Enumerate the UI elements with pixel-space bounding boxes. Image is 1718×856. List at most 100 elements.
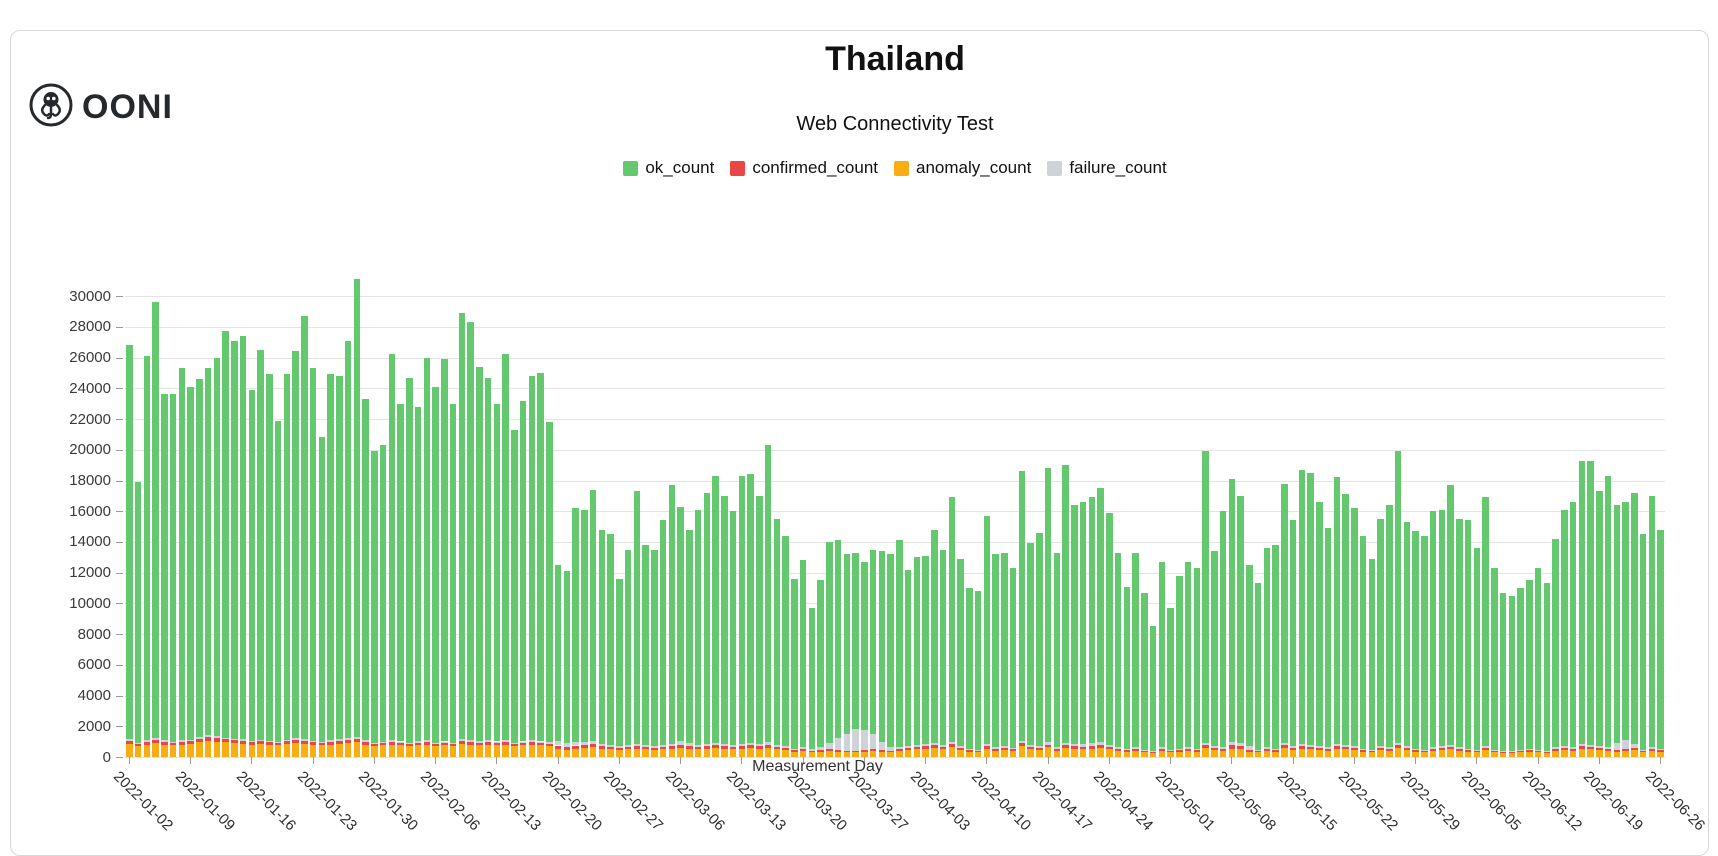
bar-failure_count	[528, 740, 536, 743]
bar-confirmed_count	[292, 740, 299, 744]
bar-failure_count	[1351, 746, 1358, 749]
y-axis-label: 2000	[77, 717, 111, 735]
bar-ok_count	[1316, 501, 1323, 747]
bar-anomaly_count	[642, 749, 649, 757]
bar-anomaly_count	[1587, 749, 1594, 757]
bar-anomaly_count	[126, 743, 133, 757]
y-axis-tick	[116, 480, 123, 482]
bar-anomaly_count	[764, 747, 772, 757]
bar-anomaly_count	[476, 745, 483, 757]
bar-failure_count	[152, 737, 159, 740]
bar-confirmed_count	[213, 738, 221, 742]
bar-failure_count	[1254, 749, 1262, 752]
bar-confirmed_count	[1569, 749, 1577, 751]
bar-anomaly_count	[1394, 747, 1402, 757]
bar-failure_count	[598, 743, 606, 747]
bar-anomaly_count	[1631, 750, 1638, 757]
bar-ok_count	[169, 394, 177, 742]
bar-failure_count	[204, 734, 212, 738]
bar-ok_count	[1421, 535, 1428, 750]
bar-ok_count	[1499, 592, 1507, 752]
bar-anomaly_count	[729, 749, 737, 757]
bar-anomaly_count	[379, 745, 387, 757]
y-axis-tick	[116, 541, 123, 543]
bar-ok_count	[1526, 580, 1533, 749]
x-axis-tick	[986, 757, 988, 764]
bar-ok_count	[633, 491, 641, 744]
bar-anomaly_count	[1543, 753, 1551, 757]
bar-failure_count	[1648, 747, 1656, 750]
bar-failure_count	[248, 741, 256, 743]
bar-anomaly_count	[1281, 747, 1288, 757]
x-axis-tick	[802, 757, 804, 764]
bar-failure_count	[1403, 746, 1411, 749]
bar-confirmed_count	[721, 746, 728, 749]
bar-confirmed_count	[904, 748, 912, 751]
bar-confirmed_count	[1228, 744, 1236, 749]
bar-ok_count	[1106, 512, 1113, 746]
bar-confirmed_count	[1587, 747, 1594, 750]
bar-ok_count	[1149, 626, 1157, 751]
bar-failure_count	[441, 741, 448, 744]
bar-failure_count	[721, 743, 728, 747]
bar-ok_count	[344, 340, 352, 738]
bar-failure_count	[449, 742, 457, 744]
bar-anomaly_count	[1517, 752, 1524, 757]
bar-confirmed_count	[1184, 749, 1192, 751]
bar-anomaly_count	[677, 747, 684, 757]
x-axis-tick	[925, 757, 927, 764]
bar-ok_count	[974, 591, 982, 750]
bar-confirmed_count	[1202, 745, 1209, 748]
bar-confirmed_count	[336, 740, 343, 744]
bar-confirmed_count	[414, 742, 422, 746]
bar-anomaly_count	[791, 751, 798, 757]
bar-anomaly_count	[1246, 751, 1253, 757]
bar-confirmed_count	[922, 746, 929, 749]
bar-confirmed_count	[283, 741, 291, 744]
bar-confirmed_count	[1482, 748, 1489, 751]
bar-anomaly_count	[826, 750, 833, 757]
bar-confirmed_count	[563, 746, 571, 751]
bar-failure_count	[651, 746, 658, 749]
bar-ok_count	[143, 356, 151, 741]
bar-anomaly_count	[1036, 750, 1043, 757]
bar-confirmed_count	[939, 747, 947, 750]
bar-failure_count	[1307, 745, 1314, 748]
bar-anomaly_count	[581, 747, 588, 757]
bar-failure_count	[511, 742, 518, 744]
bar-anomaly_count	[388, 744, 396, 757]
y-axis-label: 14000	[69, 533, 111, 551]
bar-confirmed_count	[441, 743, 448, 746]
bar-confirmed_count	[143, 741, 151, 745]
bar-failure_count	[274, 741, 282, 744]
bar-failure_count	[554, 740, 562, 746]
bar-confirmed_count	[1158, 749, 1166, 751]
bar-confirmed_count	[257, 741, 264, 744]
legend-label-failure_count: failure_count	[1069, 158, 1167, 177]
bar-ok_count	[659, 520, 667, 746]
bar-ok_count	[476, 366, 483, 742]
bar-ok_count	[362, 399, 369, 741]
bar-confirmed_count	[1534, 751, 1542, 753]
bar-anomaly_count	[327, 744, 334, 757]
bar-confirmed_count	[397, 743, 404, 746]
bar-anomaly_count	[152, 743, 159, 757]
bar-ok_count	[1062, 465, 1069, 743]
bar-confirmed_count	[1036, 748, 1043, 751]
bar-confirmed_count	[966, 750, 973, 752]
bar-anomaly_count	[852, 752, 859, 757]
gridline	[125, 449, 1665, 451]
bar-anomaly_count	[161, 744, 168, 757]
bar-anomaly_count	[371, 746, 378, 757]
bar-ok_count	[1018, 471, 1026, 741]
bar-failure_count	[231, 738, 238, 741]
bar-anomaly_count	[1447, 749, 1454, 757]
bar-failure_count	[239, 739, 247, 741]
bar-ok_count	[852, 552, 859, 730]
bar-anomaly_count	[528, 744, 536, 757]
bar-ok_count	[581, 509, 588, 743]
bar-anomaly_count	[1596, 750, 1603, 757]
y-axis-tick	[116, 449, 123, 451]
bar-anomaly_count	[808, 752, 816, 757]
bar-confirmed_count	[458, 740, 466, 744]
